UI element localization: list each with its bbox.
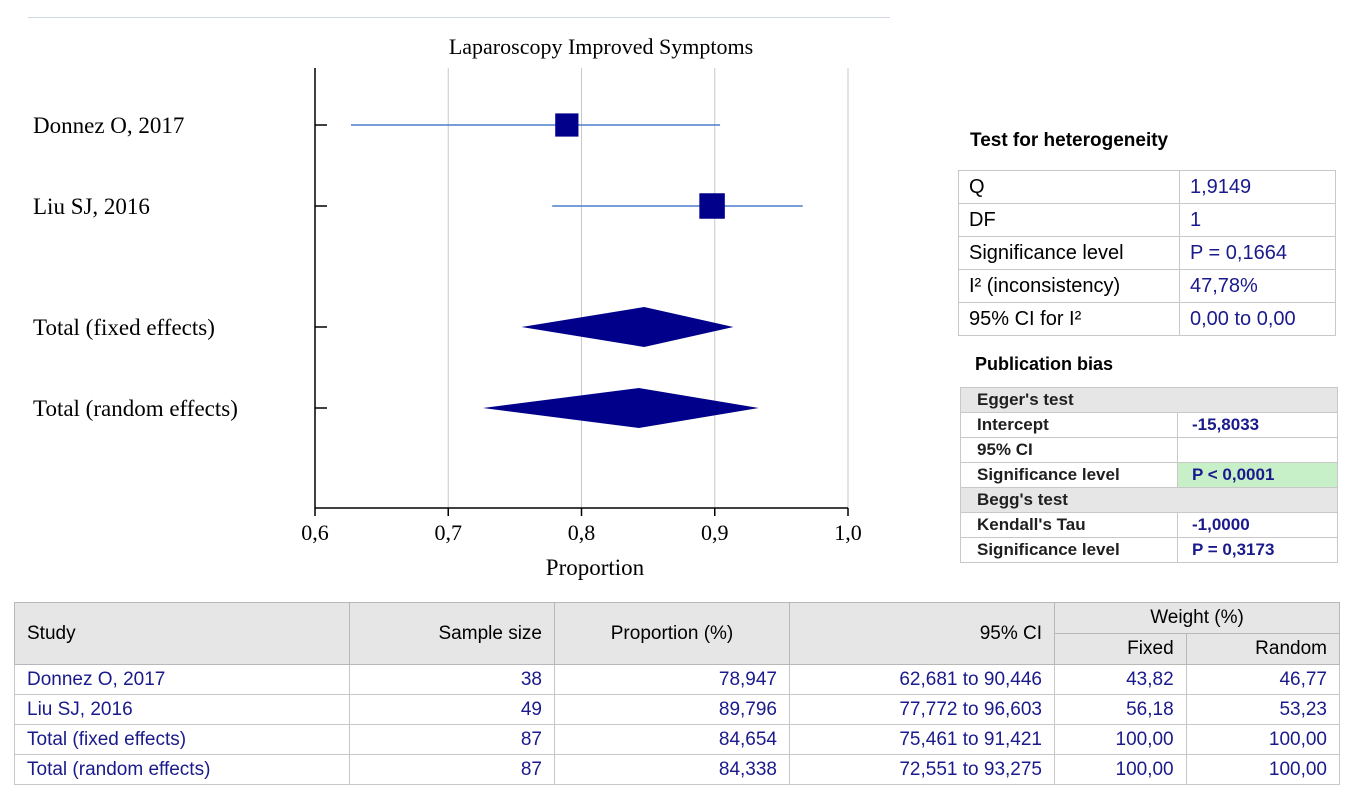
x-tick-label: 0,6: [301, 520, 329, 545]
cell-weight-fixed: 100,00: [1054, 724, 1187, 755]
cell-weight-fixed: 56,18: [1054, 694, 1187, 725]
het-i2-label: I² (inconsistency): [958, 269, 1180, 303]
egger-intercept-label: Intercept: [960, 412, 1178, 438]
column-header-fixed: Fixed: [1054, 633, 1187, 665]
het-df-label: DF: [958, 203, 1180, 237]
table-row: Donnez O, 2017 38 78,947 62,681 to 90,44…: [14, 664, 1341, 695]
table-row: Liu SJ, 2016 49 89,796 77,772 to 96,603 …: [14, 694, 1341, 725]
table-row: Intercept -15,8033: [960, 412, 1338, 438]
egger-significance-value: P < 0,0001: [1177, 462, 1338, 488]
het-q-label: Q: [958, 170, 1180, 204]
column-header-study: Study: [14, 602, 350, 665]
table-row: Total (random effects) 87 84,338 72,551 …: [14, 754, 1341, 785]
table-header-row: Study Sample size Proportion (%) 95% CI …: [14, 602, 1340, 665]
study-marker: [699, 193, 725, 219]
study-label: Total (random effects): [33, 396, 238, 421]
cell-study: Total (random effects): [14, 754, 350, 785]
begg-significance-value: P = 0,3173: [1177, 537, 1338, 563]
table-row: Egger's test: [960, 387, 1338, 413]
pooled-diamond: [521, 307, 734, 347]
cell-proportion: 84,654: [554, 724, 790, 755]
cell-ci: 62,681 to 90,446: [789, 664, 1055, 695]
column-header-ci: 95% CI: [789, 602, 1055, 665]
egger-ci-label: 95% CI: [960, 437, 1178, 463]
study-table: Study Sample size Proportion (%) 95% CI …: [14, 602, 1341, 785]
top-divider: [28, 17, 890, 18]
cell-weight-random: 46,77: [1185, 664, 1341, 695]
study-label: Donnez O, 2017: [33, 113, 184, 138]
study-label: Liu SJ, 2016: [33, 194, 150, 219]
het-i2-ci-value: 0,00 to 0,00: [1179, 302, 1336, 336]
pooled-diamond: [482, 388, 759, 428]
study-marker: [555, 113, 579, 137]
column-header-random: Random: [1185, 633, 1341, 665]
cell-ci: 75,461 to 91,421: [789, 724, 1055, 755]
table-row: Significance level P = 0,3173: [960, 537, 1338, 563]
cell-sample-size: 49: [349, 694, 555, 725]
x-tick-label: 0,8: [568, 520, 596, 545]
heterogeneity-title: Test for heterogeneity: [970, 130, 1169, 151]
egger-test-heading: Egger's test: [960, 387, 1338, 413]
egger-ci-value: [1177, 437, 1338, 463]
cell-proportion: 89,796: [554, 694, 790, 725]
cell-proportion: 84,338: [554, 754, 790, 785]
het-i2-value: 47,78%: [1179, 269, 1336, 303]
begg-tau-value: -1,0000: [1177, 512, 1338, 538]
x-axis-label: Proportion: [546, 555, 645, 580]
study-label: Total (fixed effects): [33, 315, 215, 340]
het-df-value: 1: [1179, 203, 1336, 237]
column-header-sample-size: Sample size: [349, 602, 555, 665]
het-significance-label: Significance level: [958, 236, 1180, 270]
cell-weight-fixed: 43,82: [1054, 664, 1187, 695]
table-row: I² (inconsistency) 47,78%: [958, 269, 1336, 303]
table-header-row: Fixed Random: [15, 633, 1341, 665]
het-q-value: 1,9149: [1179, 170, 1336, 204]
cell-sample-size: 87: [349, 724, 555, 755]
cell-sample-size: 87: [349, 754, 555, 785]
cell-study: Liu SJ, 2016: [14, 694, 350, 725]
x-tick-label: 1,0: [834, 520, 862, 545]
column-header-weight: Weight (%): [1054, 602, 1340, 634]
cell-weight-random: 53,23: [1185, 694, 1341, 725]
cell-sample-size: 38: [349, 664, 555, 695]
cell-ci: 72,551 to 93,275: [789, 754, 1055, 785]
x-tick-label: 0,7: [435, 520, 463, 545]
table-row: 95% CI: [960, 437, 1338, 463]
heterogeneity-table: Q 1,9149 DF 1 Significance level P = 0,1…: [958, 170, 1336, 336]
begg-tau-label: Kendall's Tau: [960, 512, 1178, 538]
table-row: Kendall's Tau -1,0000: [960, 512, 1338, 538]
table-row: Significance level P < 0,0001: [960, 462, 1338, 488]
cell-weight-fixed: 100,00: [1054, 754, 1187, 785]
column-header-proportion: Proportion (%): [554, 602, 790, 665]
het-significance-value: P = 0,1664: [1179, 236, 1336, 270]
begg-test-heading: Begg's test: [960, 487, 1338, 513]
table-row: 95% CI for I² 0,00 to 0,00: [958, 302, 1336, 336]
het-i2-ci-label: 95% CI for I²: [958, 302, 1180, 336]
cell-proportion: 78,947: [554, 664, 790, 695]
x-tick-label: 0,9: [701, 520, 729, 545]
egger-intercept-value: -15,8033: [1177, 412, 1338, 438]
table-row: Total (fixed effects) 87 84,654 75,461 t…: [14, 724, 1341, 755]
begg-significance-label: Significance level: [960, 537, 1178, 563]
forest-plot: Laparoscopy Improved Symptoms 0,6 0,7 0,8 0,…: [33, 34, 862, 580]
publication-bias-title: Publication bias: [975, 354, 1114, 374]
egger-significance-label: Significance level: [960, 462, 1178, 488]
cell-study: Total (fixed effects): [14, 724, 350, 755]
cell-study: Donnez O, 2017: [14, 664, 350, 695]
chart-title: Laparoscopy Improved Symptoms: [449, 34, 753, 59]
table-row: Begg's test: [960, 487, 1338, 513]
table-row: Significance level P = 0,1664: [958, 236, 1336, 270]
table-row: Q 1,9149: [958, 170, 1336, 204]
cell-weight-random: 100,00: [1185, 754, 1341, 785]
publication-bias-table: Egger's test Intercept -15,8033 95% CI S…: [960, 387, 1338, 563]
table-row: DF 1: [958, 203, 1336, 237]
cell-weight-random: 100,00: [1185, 724, 1341, 755]
cell-ci: 77,772 to 96,603: [789, 694, 1055, 725]
